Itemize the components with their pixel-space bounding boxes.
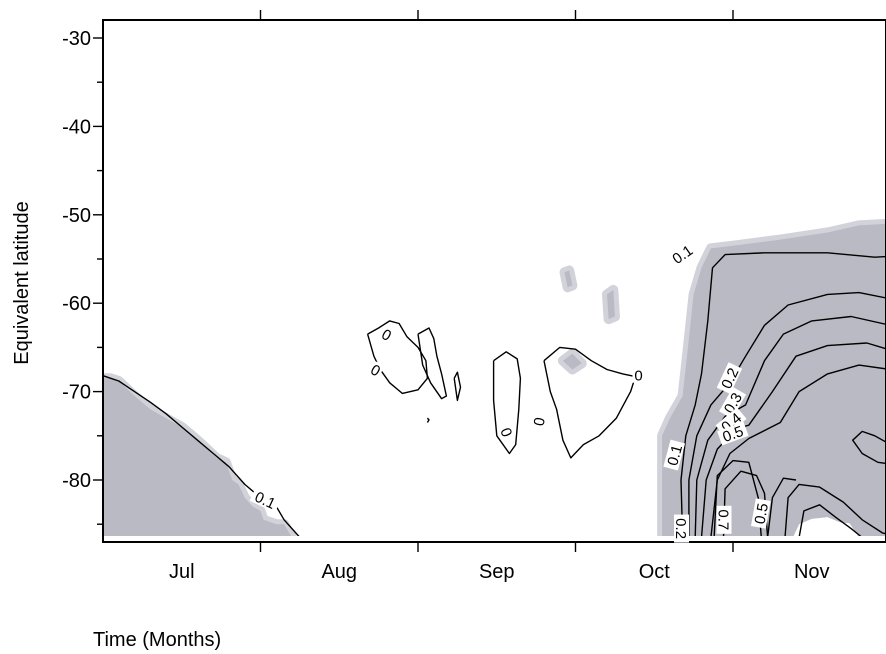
contour-label-text: 0.5 bbox=[752, 502, 772, 525]
x-tick-label-sep: Sep bbox=[479, 561, 515, 583]
y-tick-label: -80 bbox=[62, 470, 91, 492]
y-tick-label: -30 bbox=[62, 28, 91, 50]
contour-line-12 bbox=[366, 320, 429, 395]
contour-line-11 bbox=[852, 430, 886, 465]
contour-label-bg bbox=[663, 439, 686, 471]
contour-label-bg bbox=[632, 367, 645, 383]
y-tick-label: -60 bbox=[62, 293, 91, 315]
contour-label-bg bbox=[249, 487, 282, 513]
contour-label-text: 0.7 bbox=[715, 509, 732, 530]
contour-label-bg bbox=[377, 325, 396, 345]
shade-spring bbox=[662, 223, 886, 538]
contour-label-9: 0.5 bbox=[750, 498, 772, 529]
contour-line-4 bbox=[700, 342, 886, 538]
plot-frame bbox=[102, 19, 886, 543]
y-tick-label: -50 bbox=[62, 205, 91, 227]
shade-sep-speck-2 bbox=[607, 289, 615, 320]
x-axis: Jul Aug Sep Oct Nov bbox=[169, 10, 830, 583]
contour-label-bg bbox=[674, 514, 689, 543]
y-tick-label: -70 bbox=[62, 382, 91, 404]
y-axis-title: Equivalent latitude bbox=[11, 201, 33, 364]
y-tick-label: -40 bbox=[62, 116, 91, 138]
contour-label-bg bbox=[750, 498, 771, 529]
contour-label-text: 0 bbox=[634, 368, 642, 385]
contour-line-14 bbox=[492, 351, 522, 455]
contour-label-13: 0 bbox=[530, 414, 549, 429]
contour-label-8: 0.7 bbox=[715, 505, 732, 534]
contour-label-bg bbox=[716, 505, 732, 534]
contour-label-text: 0.5 bbox=[720, 423, 745, 446]
contour-label-bg bbox=[366, 360, 385, 380]
contour-label-7: 0.2 bbox=[672, 514, 689, 543]
x-axis-title: Time (Months) bbox=[93, 629, 221, 651]
contour-label-10: 0 bbox=[377, 325, 396, 345]
contour-label-5: 0.5 bbox=[717, 421, 749, 446]
contour-line-10 bbox=[798, 504, 863, 539]
contour-label-text: 0.2 bbox=[672, 518, 689, 539]
contour-line-1 bbox=[680, 252, 886, 538]
hole-nov bbox=[792, 517, 859, 538]
contour-label-text: 0.1 bbox=[664, 443, 686, 468]
contour-line-7 bbox=[766, 477, 797, 538]
contour-line-16 bbox=[453, 371, 462, 402]
contour-line-9 bbox=[784, 483, 886, 538]
contour-label-bg bbox=[716, 362, 743, 394]
x-tick-label-nov: Nov bbox=[794, 561, 830, 583]
x-tick-label-oct: Oct bbox=[639, 561, 671, 583]
contour-line-15 bbox=[543, 346, 637, 459]
contour-label-14: 0 bbox=[632, 367, 645, 385]
contour-label-11: 0 bbox=[366, 360, 385, 380]
contour-label-6: 0.1 bbox=[663, 439, 686, 471]
contour-label-bg bbox=[719, 386, 747, 419]
contour-line-17 bbox=[426, 417, 430, 423]
contour-label-1: 0.1 bbox=[666, 240, 699, 269]
plot-area bbox=[103, 218, 886, 540]
contour-label-bg bbox=[666, 240, 699, 269]
contour-label-bg bbox=[497, 423, 516, 441]
x-tick-label-jul: Jul bbox=[169, 561, 195, 583]
contour-label-bg bbox=[530, 414, 548, 429]
contour-label-12: 0 bbox=[496, 423, 516, 441]
contour-line-2 bbox=[688, 291, 886, 538]
contour-line-13 bbox=[417, 327, 448, 400]
x-tick-label-aug: Aug bbox=[321, 561, 357, 583]
contour-line-3 bbox=[694, 315, 886, 538]
shade-july bbox=[103, 378, 292, 538]
shade-sep-specks bbox=[562, 353, 582, 370]
bottom-band bbox=[103, 536, 886, 540]
contour-label-text: 0 bbox=[531, 416, 549, 427]
contour-label-bg bbox=[717, 421, 749, 446]
shade-sep-speck-3 bbox=[564, 270, 573, 288]
y-axis: -30 -40 -50 -60 -70 -80 bbox=[62, 28, 103, 525]
